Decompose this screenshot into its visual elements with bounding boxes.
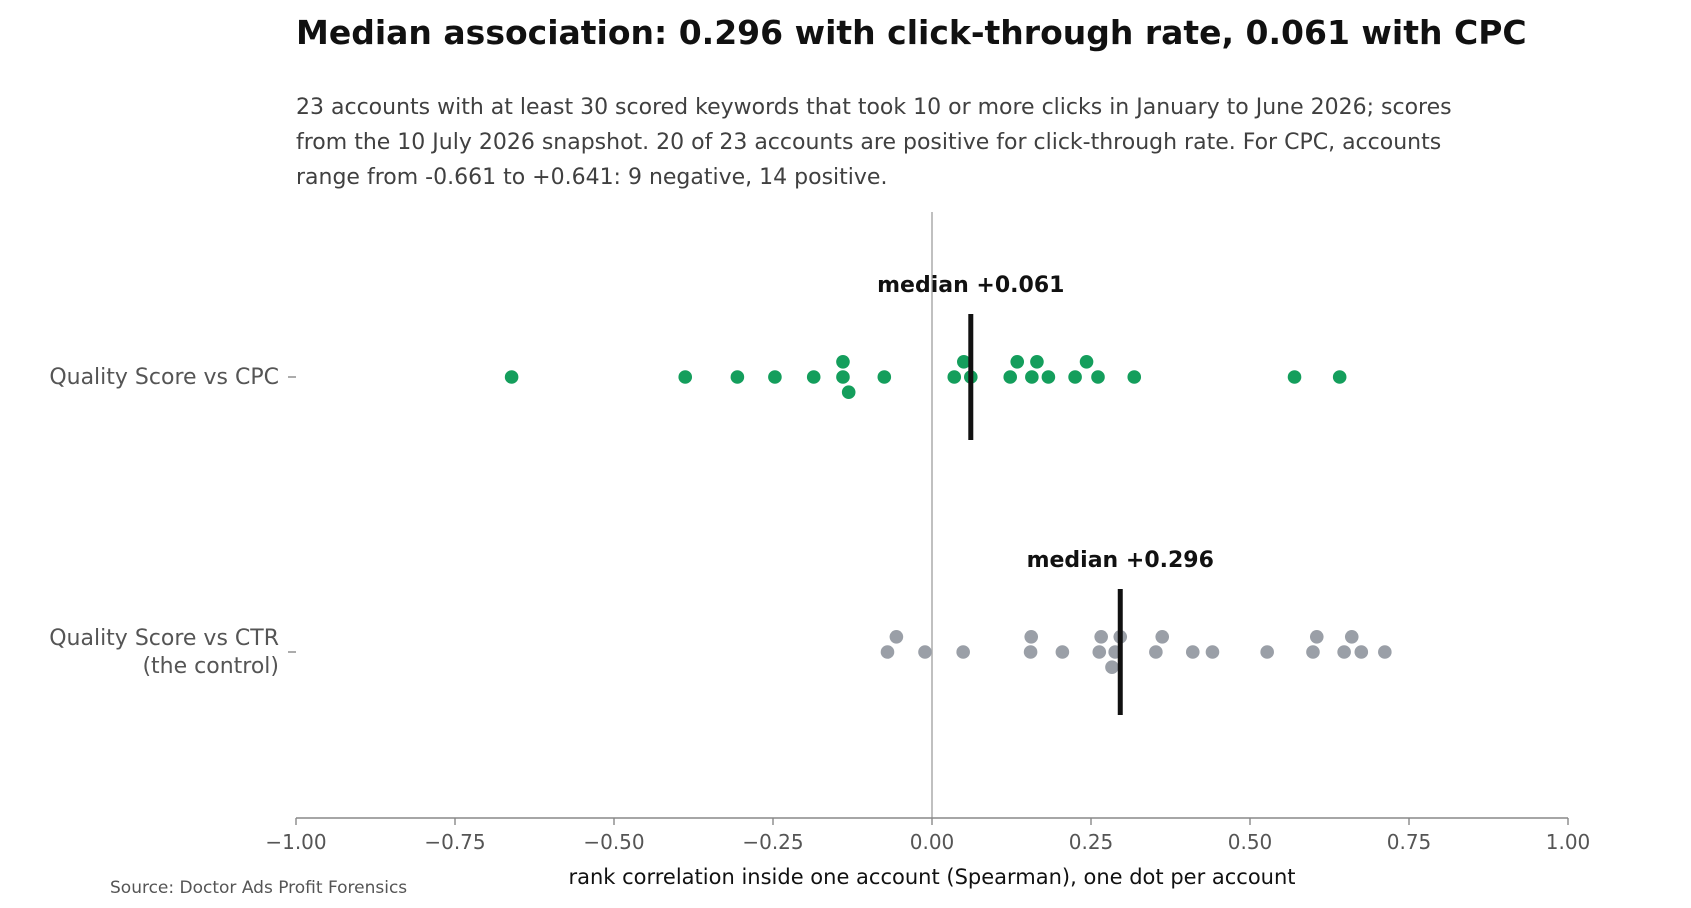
data-point: [836, 355, 850, 369]
x-tick-label: 0.75: [1387, 830, 1432, 854]
category-label: Quality Score vs CPC: [49, 365, 279, 390]
chart-title: Median association: 0.296 with click-thr…: [296, 13, 1527, 52]
data-point: [836, 370, 850, 384]
data-point: [1105, 660, 1119, 674]
data-point: [889, 630, 904, 644]
data-point: [957, 355, 971, 369]
plot-area: −1.00 −0.75 −0.50 −0.25 0.00 0.25 0.50 0.75 1.00…: [49, 212, 1590, 854]
data-point: [877, 370, 892, 384]
x-axis-label: rank correlation inside one account (Spe…: [568, 865, 1295, 889]
source-note: Source: Doctor Ads Profit Forensics: [110, 878, 407, 898]
chart-subtitle-line-1: 23 accounts with at least 30 scored keyw…: [296, 95, 1452, 120]
data-point: [1055, 645, 1070, 659]
data-point: [1091, 370, 1105, 384]
x-tick-label: −0.25: [742, 830, 803, 854]
x-tick-label: 1.00: [1546, 830, 1591, 854]
data-point: [1079, 355, 1094, 369]
data-point: [1155, 630, 1170, 644]
data-point: [678, 370, 693, 384]
data-point: [1003, 370, 1018, 384]
data-point: [1041, 370, 1056, 384]
data-point: [1068, 370, 1082, 384]
chart-subtitle-line-2: from the 10 July 2026 snapshot. 20 of 23…: [296, 130, 1441, 155]
data-point: [1205, 645, 1220, 659]
data-point: [1309, 630, 1324, 644]
x-tick-label: 0.50: [1228, 830, 1273, 854]
category-label: (the control): [142, 654, 279, 679]
data-point: [1260, 645, 1274, 659]
data-point: [918, 645, 932, 659]
data-point: [1337, 645, 1351, 659]
data-point: [1344, 630, 1359, 644]
category-label: Quality Score vs CTR: [49, 626, 279, 651]
median-label: median +0.061: [877, 273, 1064, 298]
data-point: [504, 370, 519, 384]
x-tick-label: −0.50: [583, 830, 644, 854]
data-point: [1287, 370, 1302, 384]
data-point: [1127, 370, 1142, 384]
data-point: [880, 645, 895, 659]
data-point: [1306, 645, 1320, 659]
data-point: [1094, 630, 1108, 644]
data-point: [1030, 355, 1044, 369]
median-label: median +0.296: [1027, 548, 1214, 573]
series-1: Quality Score vs CPC median +0.061: [49, 273, 1347, 440]
data-point: [1332, 370, 1347, 384]
data-point: [730, 370, 745, 384]
data-point: [1378, 645, 1392, 659]
x-tick-label: 0.25: [1069, 830, 1114, 854]
data-point: [1024, 630, 1039, 644]
data-point: [806, 370, 821, 384]
data-point: [947, 370, 962, 384]
x-tick-label: 0.00: [910, 830, 955, 854]
data-point: [1010, 355, 1025, 369]
data-point: [1092, 645, 1107, 659]
data-point: [768, 370, 782, 384]
data-point: [841, 385, 856, 400]
data-point: [1023, 645, 1038, 659]
series-2: Quality Score vs CTR (the control) median …: [49, 548, 1392, 715]
data-point: [1185, 645, 1200, 659]
data-point: [1354, 645, 1369, 659]
data-point: [956, 645, 970, 659]
data-point: [1025, 370, 1039, 384]
chart-subtitle-line-3: range from -0.661 to +0.641: 9 negative,…: [296, 165, 887, 190]
x-tick-label: −1.00: [265, 830, 326, 854]
data-point: [1149, 645, 1163, 659]
x-tick-label: −0.75: [424, 830, 485, 854]
